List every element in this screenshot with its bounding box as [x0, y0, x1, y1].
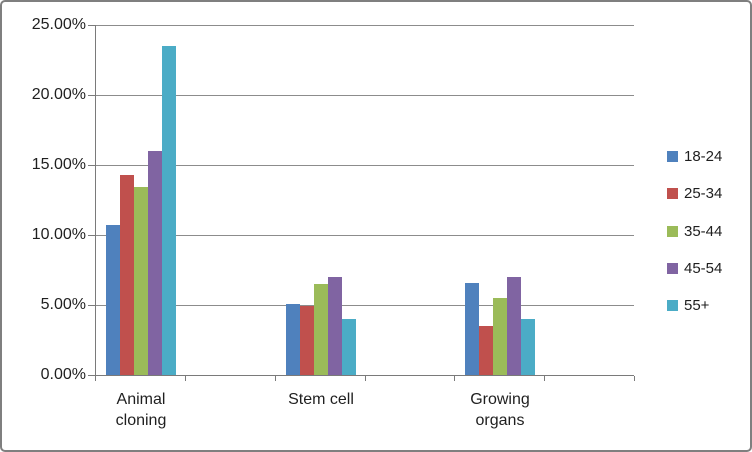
- bar-45-54-growing-organs: [507, 277, 521, 375]
- bar-55+-stem-cell: [342, 319, 356, 375]
- category-label-stem-cell: Stem cell: [288, 391, 354, 408]
- y-axis-label-20: 20.00%: [31, 86, 86, 103]
- gridline-20: [95, 95, 634, 96]
- x-axis-tick-5: [544, 376, 545, 381]
- bar-45-54-stem-cell: [328, 277, 342, 375]
- bar-45-54-animal-cloning: [148, 151, 162, 375]
- x-axis-tick-3: [365, 376, 366, 381]
- legend-swatch-18-24: [667, 150, 678, 162]
- category-label-growing-organs: Growing organs: [470, 391, 530, 429]
- legend-item-35-44: 35-44: [667, 221, 722, 241]
- y-axis-line: [95, 25, 96, 376]
- y-axis-tick-10: [88, 235, 95, 236]
- legend-swatch-25-34: [667, 187, 678, 199]
- bar-18-24-stem-cell: [286, 304, 300, 375]
- y-axis-tick-5: [88, 305, 95, 306]
- legend-swatch-45-54: [667, 262, 678, 274]
- bar-35-44-growing-organs: [493, 298, 507, 375]
- y-axis-tick-25: [88, 25, 95, 26]
- x-axis-line: [95, 375, 634, 376]
- y-axis-tick-0: [88, 375, 95, 376]
- y-axis-tick-20: [88, 95, 95, 96]
- bar-35-44-animal-cloning: [134, 187, 148, 375]
- legend-swatch-35-44: [667, 225, 678, 237]
- category-label-animal-cloning: Animal cloning: [115, 391, 167, 429]
- bar-25-34-animal-cloning: [120, 175, 134, 375]
- y-axis-tick-15: [88, 165, 95, 166]
- gridline-10: [95, 235, 634, 236]
- bar-18-24-animal-cloning: [106, 225, 120, 375]
- gridline-25: [95, 25, 634, 26]
- x-axis-tick-0: [95, 376, 96, 381]
- y-axis-label-25: 25.00%: [31, 16, 86, 33]
- legend-swatch-55+: [667, 299, 678, 311]
- x-axis-tick-6: [634, 376, 635, 381]
- bar-18-24-growing-organs: [465, 283, 479, 375]
- bar-55+-growing-organs: [521, 319, 535, 375]
- legend-item-25-34: 25-34: [667, 183, 722, 203]
- legend-item-18-24: 18-24: [667, 146, 722, 166]
- legend-label-25-34: 25-34: [684, 184, 723, 202]
- legend-label-55+: 55+: [684, 296, 710, 314]
- bar-25-34-stem-cell: [300, 306, 314, 375]
- bar-35-44-stem-cell: [314, 284, 328, 375]
- legend-item-55+: 55+: [667, 295, 709, 315]
- y-axis-label-15: 15.00%: [31, 156, 86, 173]
- bar-25-34-growing-organs: [479, 326, 493, 375]
- y-axis-label-5: 5.00%: [40, 296, 86, 313]
- y-axis-label-0: 0.00%: [40, 366, 86, 383]
- legend-label-35-44: 35-44: [684, 222, 723, 240]
- gridline-5: [95, 305, 634, 306]
- legend-item-45-54: 45-54: [667, 258, 722, 278]
- bar-55+-animal-cloning: [162, 46, 176, 375]
- legend-label-45-54: 45-54: [684, 259, 723, 277]
- x-axis-tick-4: [454, 376, 455, 381]
- x-axis-tick-1: [185, 376, 186, 381]
- y-axis-label-10: 10.00%: [31, 226, 86, 243]
- gridline-15: [95, 165, 634, 166]
- legend-label-18-24: 18-24: [684, 147, 723, 165]
- x-axis-tick-2: [275, 376, 276, 381]
